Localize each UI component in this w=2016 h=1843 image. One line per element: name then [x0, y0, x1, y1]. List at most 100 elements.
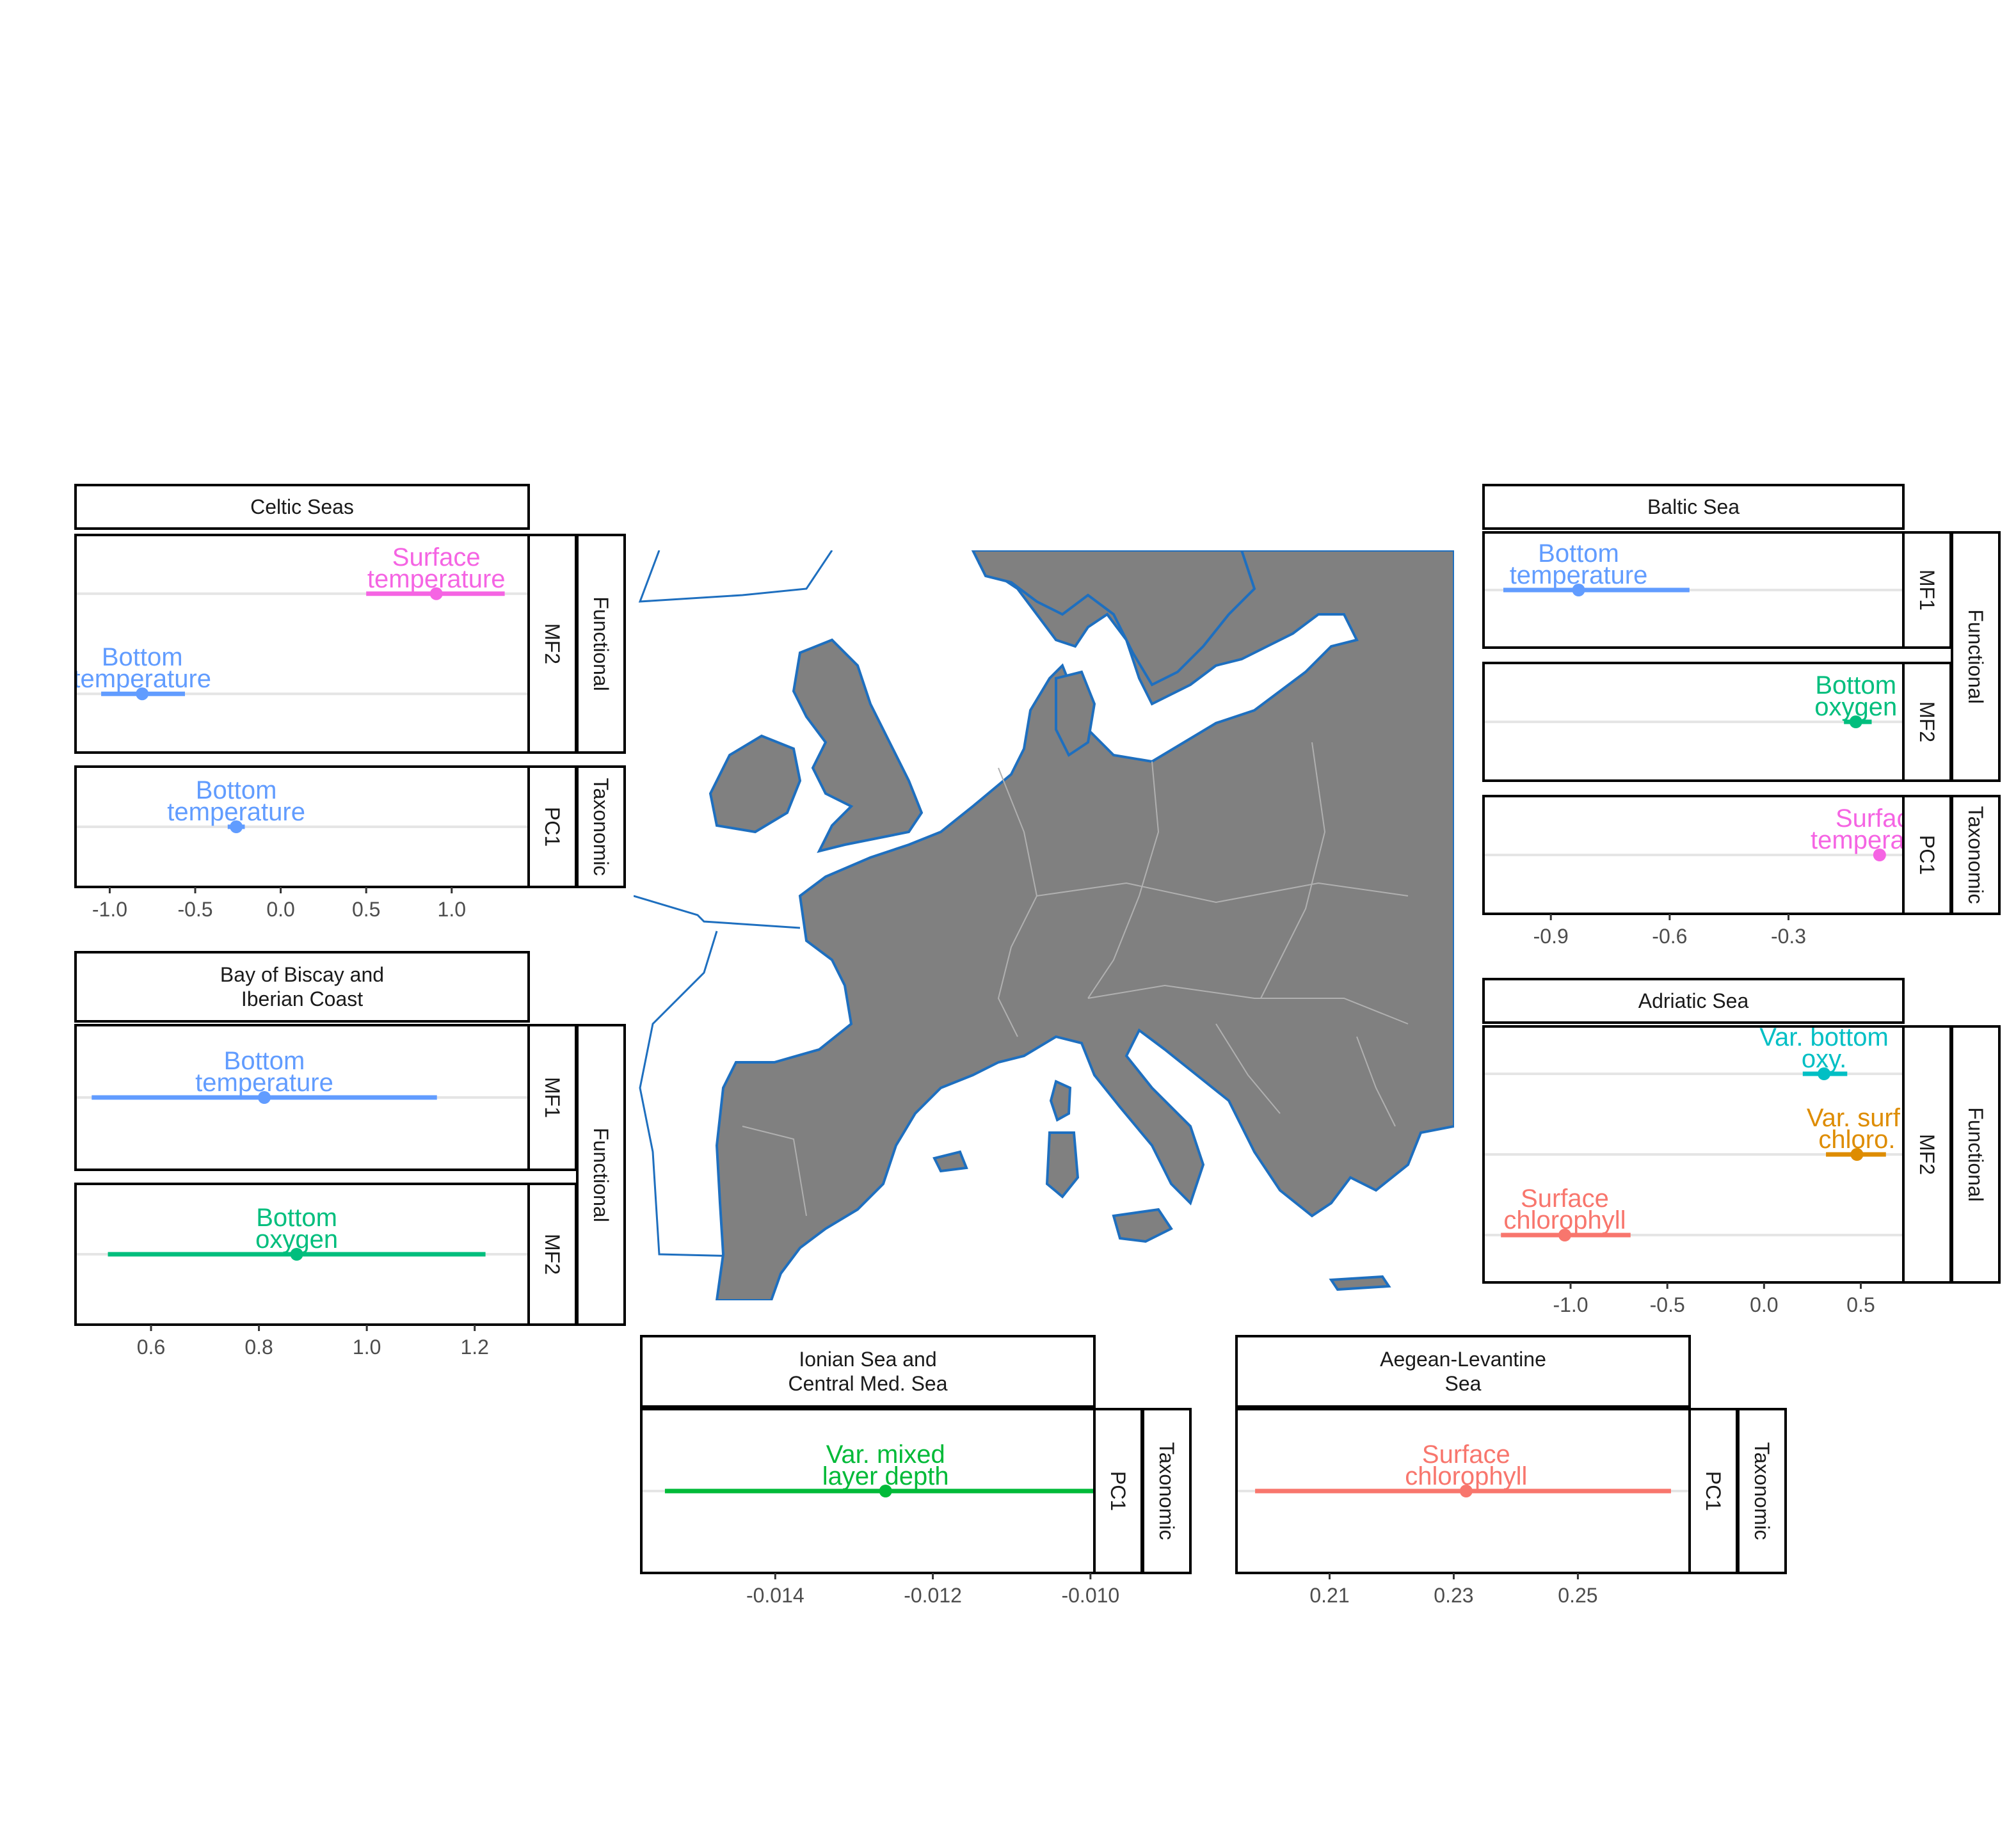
estimate-point	[429, 587, 443, 600]
predictor-label: Bottom	[102, 643, 183, 671]
facet-group-strip	[1951, 531, 2001, 782]
predictor-label: oxy.	[1802, 1045, 1846, 1073]
predictor-label: temperature	[367, 565, 506, 593]
x-axis: -1.0 -0.5 0.0 0.5 1.0	[92, 887, 466, 921]
predictor-label: temperature	[195, 1069, 333, 1097]
facet-row-strip	[1902, 795, 1952, 915]
europe-map	[634, 550, 1454, 1300]
x-tick-label: 0.25	[1558, 1584, 1597, 1607]
x-tick-label: 0.0	[266, 898, 294, 921]
predictor-label: Surface	[1521, 1185, 1609, 1213]
predictor-label: layer depth	[822, 1462, 949, 1490]
x-tick-label: 1.0	[353, 1336, 381, 1359]
predictor-label: Bottom	[196, 776, 277, 804]
facet-group-strip	[1951, 795, 2001, 915]
predictor-label: Var. mixed	[826, 1440, 945, 1469]
facet-group-strip	[576, 1024, 626, 1326]
facet-row-strip	[527, 1183, 577, 1326]
x-tick-label: 0.8	[244, 1336, 273, 1359]
crete	[1329, 1275, 1391, 1291]
x-tick-label: 0.21	[1309, 1584, 1349, 1607]
facet-row-label: MF2	[541, 1234, 564, 1275]
balearic-islands	[932, 1150, 968, 1173]
facet-row-strip	[1902, 531, 1952, 649]
predictor-label: Var. bottom	[1759, 1023, 1889, 1051]
estimate-point	[290, 1248, 303, 1261]
great-britain	[792, 638, 924, 853]
estimate-point	[258, 1091, 271, 1104]
x-tick-label: -0.012	[904, 1584, 962, 1607]
facet-row-label: PC1	[1916, 835, 1939, 875]
facet-group-label: Functional	[1964, 609, 1987, 704]
scandinavia	[971, 550, 1256, 687]
predictor-label: Bottom	[224, 1047, 305, 1075]
x-tick-label: -0.014	[746, 1584, 804, 1607]
facet-row-label: MF2	[1916, 701, 1939, 742]
panel-title: Central Med. Sea	[788, 1372, 947, 1395]
x-tick-label: -0.9	[1533, 925, 1569, 948]
facet-group-strip	[1951, 1025, 2001, 1284]
facet-group-strip	[1142, 1408, 1192, 1574]
estimate-point	[879, 1485, 892, 1497]
x-axis: -0.9 -0.6 -0.3	[1533, 914, 1806, 948]
x-tick-label: 0.5	[1846, 1293, 1875, 1316]
panel-title-strip	[1235, 1335, 1691, 1408]
facet-group-label: Taxonomic	[1964, 806, 1987, 904]
facet-group-label: Taxonomic	[1750, 1442, 1773, 1540]
predictor-label: chlorophyll	[1503, 1206, 1626, 1234]
x-tick-label: 0.0	[1750, 1293, 1778, 1316]
denmark	[1055, 670, 1096, 757]
facet-row-label: MF2	[541, 623, 564, 664]
predictor-label: temperature	[73, 665, 211, 693]
ireland	[708, 734, 802, 834]
predictor-label: temperature	[167, 798, 305, 826]
facet-row-label: PC1	[1107, 1471, 1130, 1511]
sea-zone-boundary	[639, 930, 794, 1259]
facet-row-label: PC1	[1702, 1471, 1725, 1511]
panel-title-strip	[640, 1335, 1096, 1408]
facet-group-label: Functional	[589, 1128, 612, 1222]
estimate-point	[1849, 715, 1862, 728]
panel-title-strip	[74, 484, 530, 530]
x-tick-label: -0.5	[1650, 1293, 1685, 1316]
x-axis: -0.014 -0.012 -0.010	[746, 1573, 1119, 1607]
sea-zone-boundary	[634, 895, 801, 929]
facet-group-label: Functional	[589, 596, 612, 691]
predictor-label: chloro.	[1818, 1126, 1895, 1154]
x-tick-label: -0.6	[1652, 925, 1687, 948]
corsica	[1049, 1080, 1072, 1122]
facet-row-label: MF1	[541, 1077, 564, 1118]
panel-title: Adriatic Sea	[1638, 989, 1749, 1012]
x-axis: 0.6 0.8 1.0 1.2	[137, 1325, 489, 1359]
x-axis: 0.21 0.23 0.25	[1309, 1573, 1598, 1607]
estimate-point	[1459, 1485, 1473, 1497]
sicily	[1112, 1208, 1173, 1243]
estimate-point	[1818, 1067, 1831, 1080]
predictor-label: temperature	[1510, 561, 1648, 589]
estimate-point	[1572, 584, 1585, 596]
panel-celtic-seas: Celtic SeasSurfacetemperatureBottomtempe…	[73, 484, 626, 921]
country-borders	[742, 742, 1409, 1217]
x-tick-label: 1.0	[438, 898, 466, 921]
panel-title: Ionian Sea and	[799, 1348, 936, 1371]
facet-group-label: Functional	[1964, 1107, 1987, 1202]
forest-plot-panels: Celtic SeasSurfacetemperatureBottomtempe…	[73, 484, 2001, 1607]
estimate-point	[1850, 1148, 1864, 1161]
predictor-label: Surface	[1422, 1440, 1510, 1469]
x-tick-label: -0.3	[1771, 925, 1806, 948]
panel-title-strip	[1482, 978, 1905, 1024]
mainland-europe	[715, 550, 1454, 1300]
